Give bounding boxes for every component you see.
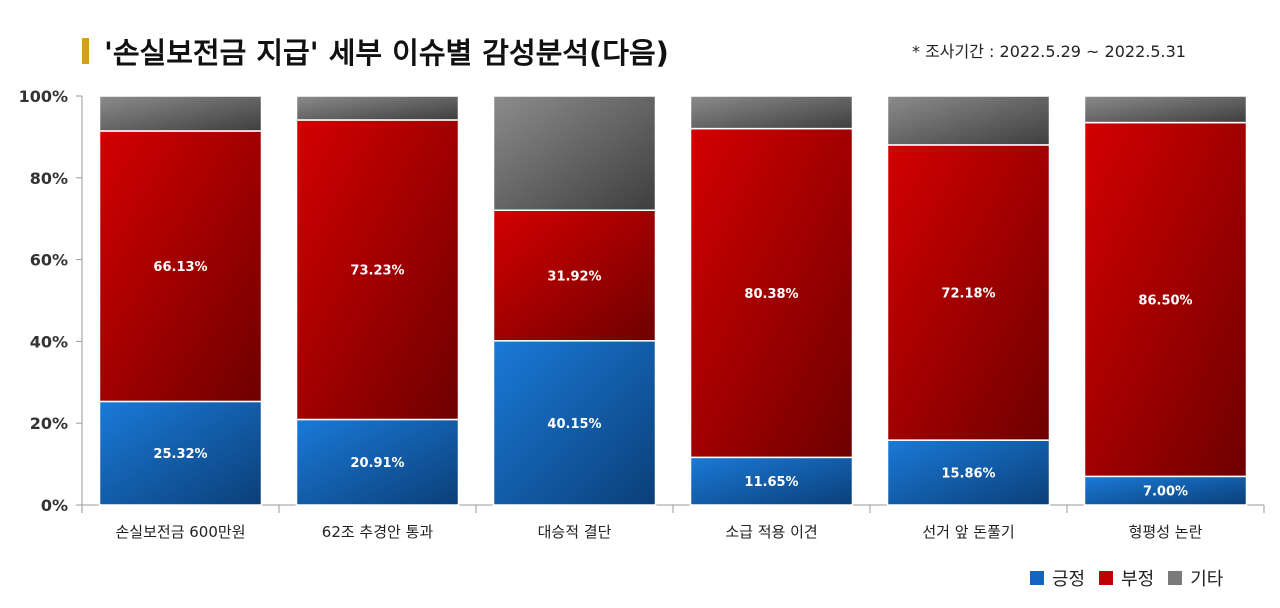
- bar-segment-other: [1083, 95, 1248, 124]
- legend-label-negative: 부정: [1121, 569, 1155, 590]
- bar-segment-positive: [1083, 475, 1248, 506]
- y-tick-label: 80%: [30, 169, 68, 188]
- data-label-positive: 25.32%: [153, 447, 207, 462]
- legend-swatch-positive: [1030, 571, 1044, 585]
- bar-segment-negative: [98, 130, 263, 403]
- bar-segment-positive: [98, 400, 263, 506]
- chart-title: '손실보전금 지급' 세부 이슈별 감성분석(다음): [104, 36, 669, 70]
- legend-item-other: 기타: [1168, 565, 1223, 591]
- y-tick-label: 0%: [41, 496, 68, 515]
- bar-segment-other: [295, 95, 460, 121]
- legend-label-positive: 긍정: [1052, 569, 1086, 590]
- data-label-positive: 15.86%: [941, 467, 995, 482]
- x-tick-label: 손실보전금 600만원: [116, 523, 246, 541]
- bar-segment-negative: [492, 209, 657, 342]
- bar-segment-other: [492, 95, 657, 211]
- bar-segment-positive: [689, 456, 854, 506]
- x-tick-label: 선거 앞 돈풀기: [922, 523, 1014, 541]
- data-label-positive: 40.15%: [547, 417, 601, 432]
- bar-segment-other: [886, 95, 1051, 146]
- bar-segment-other: [689, 95, 854, 130]
- data-label-positive: 11.65%: [744, 475, 798, 490]
- survey-period: * 조사기간 : 2022.5.29 ~ 2022.5.31: [912, 42, 1186, 61]
- bar-segment-other: [98, 95, 263, 132]
- bar-segment-negative: [295, 119, 460, 421]
- data-label-negative: 80.38%: [744, 287, 798, 302]
- x-tick-label: 대승적 결단: [538, 523, 612, 541]
- data-label-negative: 31.92%: [547, 270, 601, 285]
- y-tick-label: 40%: [30, 332, 68, 351]
- legend-item-positive: 긍정: [1030, 565, 1085, 591]
- title-accent-bar: [82, 38, 89, 64]
- legend-swatch-negative: [1099, 571, 1114, 585]
- data-label-negative: 72.18%: [941, 287, 995, 302]
- legend: 긍정 부정 기타: [1030, 565, 1223, 591]
- bar-segment-negative: [1083, 121, 1248, 478]
- y-tick-label: 60%: [30, 251, 68, 270]
- bar-segment-positive: [492, 340, 657, 506]
- bar-segment-positive: [295, 418, 460, 506]
- y-tick-label: 100%: [19, 87, 68, 106]
- bar-segment-positive: [886, 439, 1051, 506]
- x-tick-label: 형평성 논란: [1129, 523, 1203, 541]
- data-label-positive: 20.91%: [350, 456, 404, 471]
- legend-item-negative: 부정: [1099, 565, 1154, 591]
- bar-segment-negative: [689, 127, 854, 459]
- bar-segment-negative: [886, 144, 1051, 441]
- data-label-positive: 7.00%: [1143, 485, 1188, 500]
- data-label-negative: 86.50%: [1138, 293, 1192, 308]
- y-tick-label: 20%: [30, 414, 68, 433]
- legend-swatch-other: [1168, 571, 1183, 585]
- data-label-negative: 73.23%: [350, 264, 404, 279]
- x-tick-label: 소급 적용 이견: [725, 523, 817, 541]
- x-tick-label: 62조 추경안 통과: [322, 523, 434, 541]
- legend-label-other: 기타: [1190, 569, 1224, 590]
- data-label-negative: 66.13%: [153, 260, 207, 275]
